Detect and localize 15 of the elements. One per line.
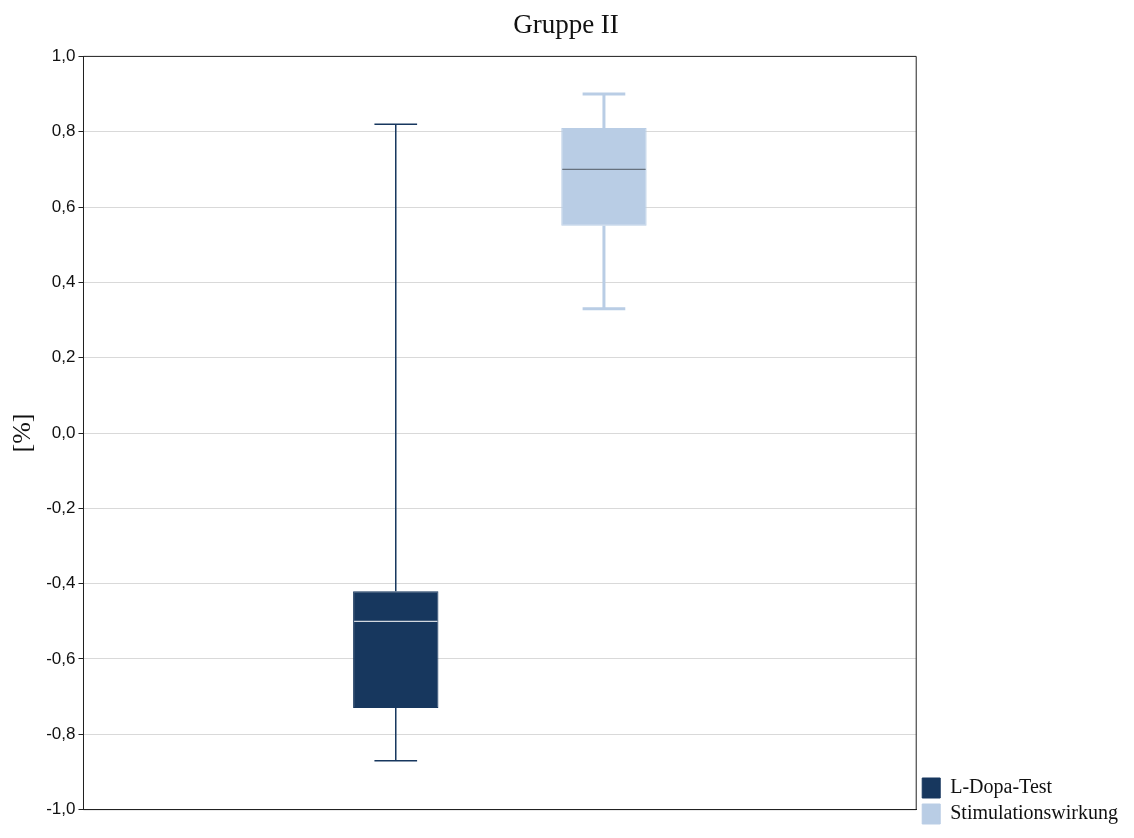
y-tick-label: 0,0 bbox=[51, 422, 76, 442]
y-tick-label: -0,8 bbox=[46, 723, 76, 743]
y-tick-label: 0,2 bbox=[51, 347, 76, 367]
y-tick-label: -0,2 bbox=[46, 498, 76, 518]
chart-title: Gruppe II bbox=[513, 9, 619, 40]
y-tick-label: -0,4 bbox=[46, 573, 76, 593]
y-tick-label: 0,8 bbox=[51, 121, 76, 141]
y-tick-label: 0,4 bbox=[51, 272, 76, 292]
y-tick-label: 0,6 bbox=[51, 196, 76, 216]
legend-label: Stimulationswirkung bbox=[950, 801, 1119, 825]
y-tick-label: -0,6 bbox=[46, 648, 76, 668]
y-tick-label: -1,0 bbox=[46, 799, 76, 819]
y-tick-label: 1,0 bbox=[51, 46, 76, 66]
y-axis-title: [%] bbox=[7, 413, 37, 453]
legend-label: L-Dopa-Test bbox=[950, 775, 1053, 799]
